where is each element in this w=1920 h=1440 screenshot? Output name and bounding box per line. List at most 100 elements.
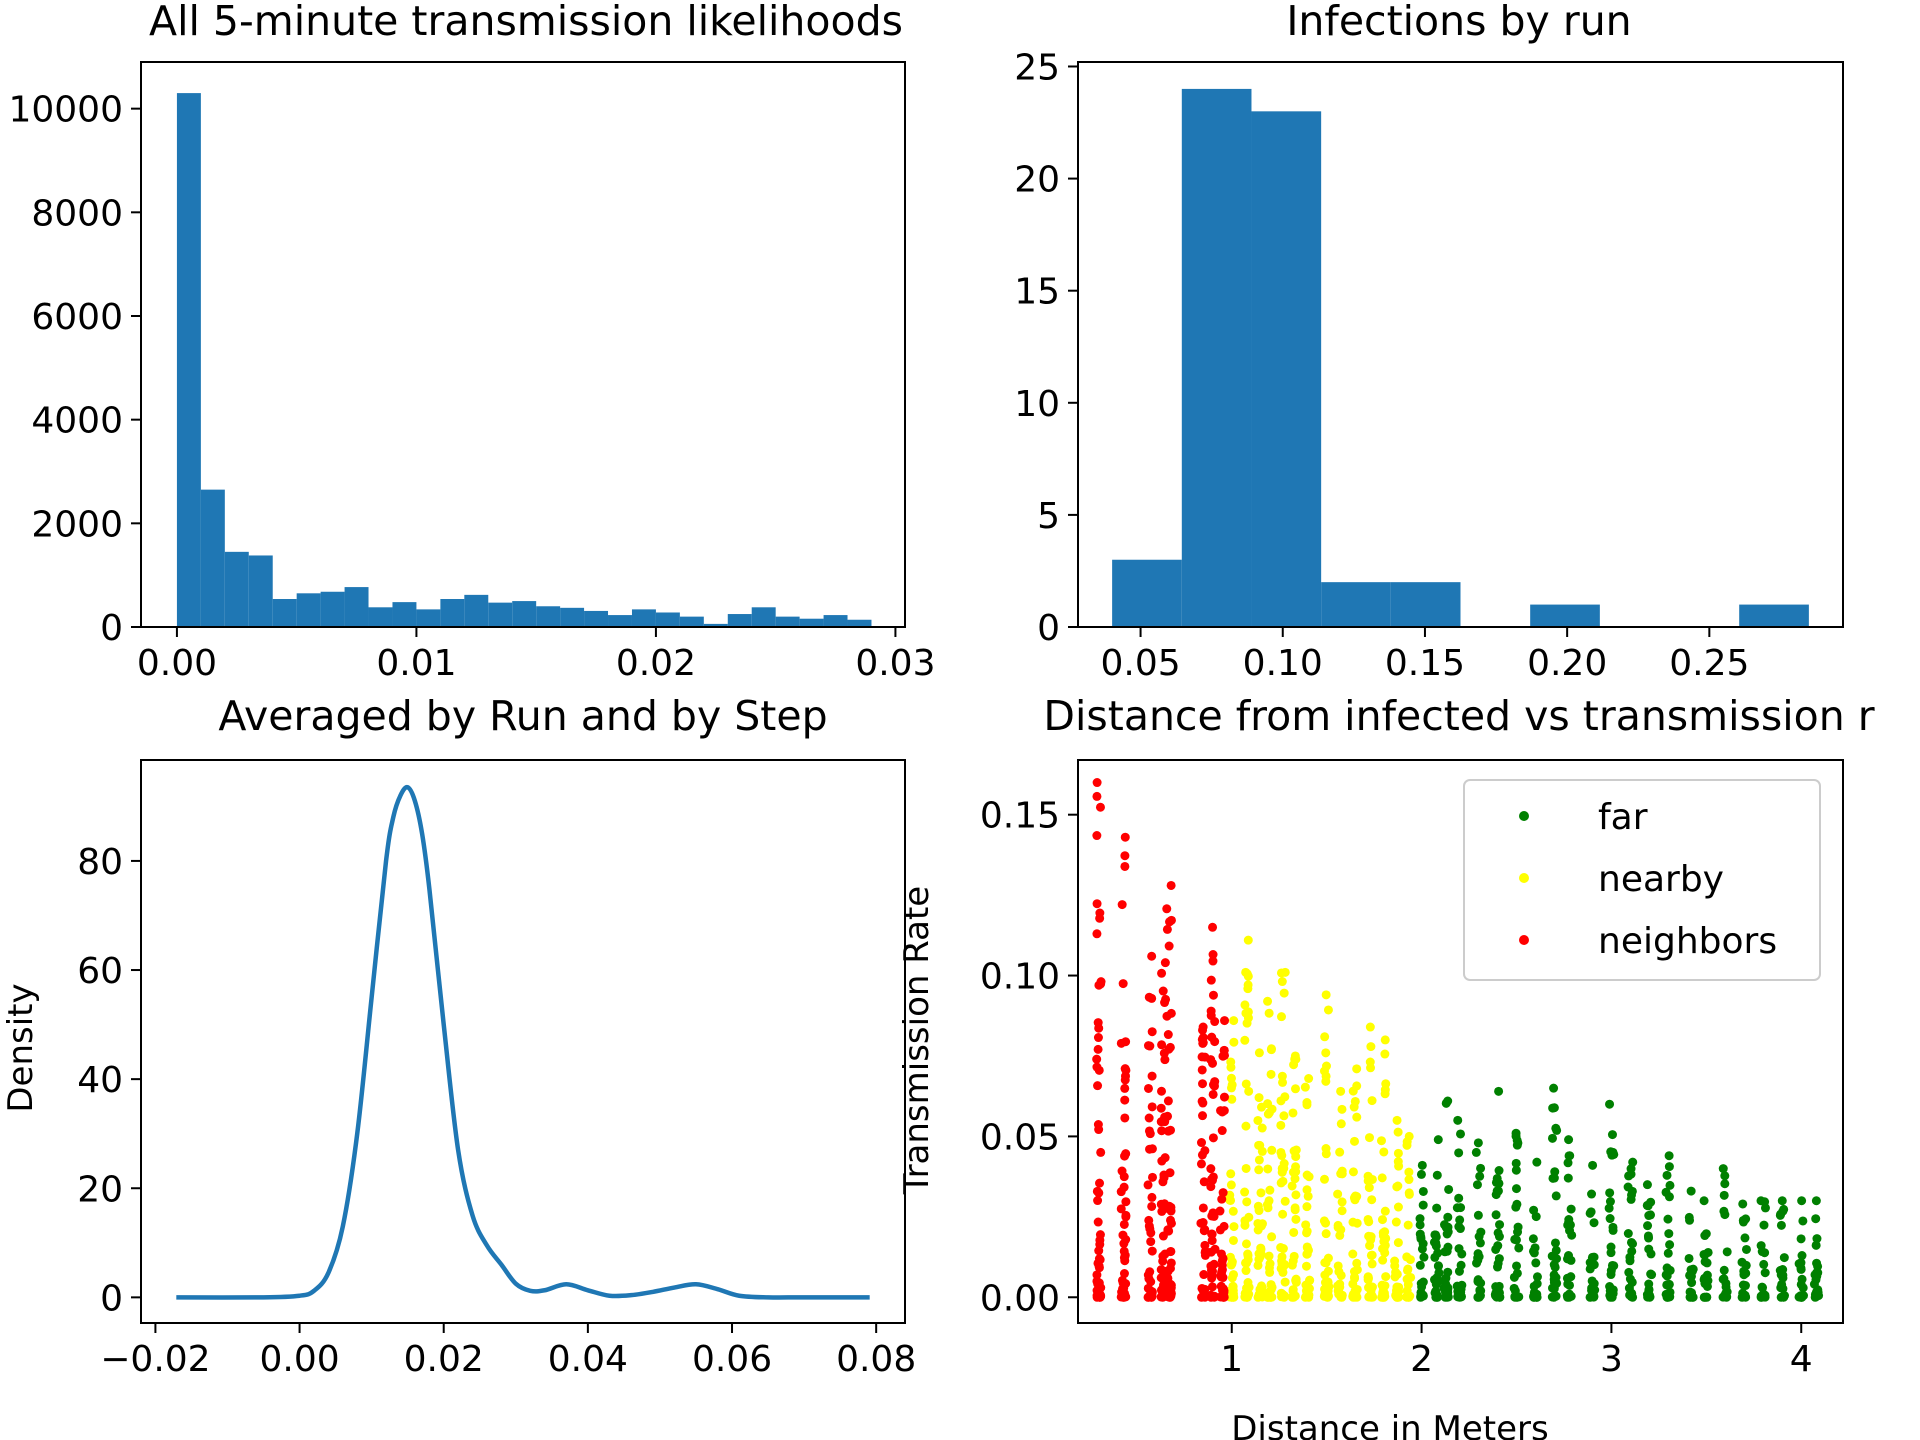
histogram-bar: [176, 93, 201, 628]
scatter-point-neighbors: [1218, 1051, 1228, 1061]
scatter-point-neighbors: [1095, 1178, 1105, 1188]
scatter-point-nearby: [1393, 1148, 1403, 1158]
scatter-point-neighbors: [1144, 992, 1154, 1002]
scatter-point-nearby: [1254, 1093, 1264, 1103]
scatter-point-nearby: [1263, 996, 1273, 1006]
scatter-point-nearby: [1302, 1170, 1312, 1180]
scatter-point-far: [1628, 1239, 1638, 1249]
histogram-bar: [248, 555, 273, 627]
scatter-point-far: [1473, 1277, 1483, 1287]
scatter-point-nearby: [1320, 1032, 1330, 1042]
scatter-point-far: [1778, 1273, 1788, 1283]
scatter-point-neighbors: [1092, 1186, 1102, 1196]
scatter-point-neighbors: [1118, 1230, 1128, 1240]
scatter-point-far: [1528, 1234, 1538, 1244]
scatter-point-far: [1443, 1212, 1453, 1222]
scatter-point-far: [1811, 1196, 1821, 1206]
scatter-point-neighbors: [1166, 1246, 1176, 1256]
scatter-point-nearby: [1336, 1119, 1346, 1129]
axes-frame: [140, 61, 906, 628]
scatter-point-nearby: [1336, 1086, 1346, 1096]
chart-density: Averaged by Run and by Step Density −0.0…: [1, 692, 916, 1380]
scatter-point-far: [1563, 1220, 1573, 1230]
scatter-point-nearby: [1242, 1197, 1252, 1207]
scatter-point-far: [1418, 1200, 1428, 1210]
scatter-point-nearby: [1241, 1121, 1251, 1131]
scatter-point-nearby: [1348, 1167, 1358, 1177]
scatter-point-nearby: [1302, 1202, 1312, 1212]
histogram-bar: [1530, 604, 1600, 627]
scatter-point-neighbors: [1145, 1267, 1155, 1277]
scatter-point-neighbors: [1121, 1071, 1131, 1081]
y-tick-label: 20: [77, 1169, 123, 1210]
scatter-point-nearby: [1288, 1108, 1298, 1118]
scatter-point-far: [1455, 1215, 1465, 1225]
scatter-point-far: [1530, 1243, 1540, 1253]
scatter-point-nearby: [1393, 1127, 1403, 1137]
scatter-point-neighbors: [1120, 851, 1130, 861]
scatter-point-nearby: [1379, 1147, 1389, 1157]
scatter-point-far: [1493, 1241, 1503, 1251]
scatter-point-nearby: [1301, 1261, 1311, 1271]
scatter-point-nearby: [1367, 1096, 1377, 1106]
scatter-point-far: [1663, 1214, 1673, 1224]
scatter-point-neighbors: [1207, 1282, 1217, 1292]
scatter-point-far: [1665, 1240, 1675, 1250]
scatter-point-far: [1566, 1255, 1576, 1265]
scatter-point-far: [1741, 1244, 1751, 1254]
scatter-point-far: [1511, 1202, 1521, 1212]
legend-label-far: far: [1598, 797, 1648, 838]
scatter-point-neighbors: [1147, 1192, 1157, 1202]
scatter-point-far: [1722, 1247, 1732, 1257]
scatter-point-far: [1493, 1259, 1503, 1269]
scatter-point-neighbors: [1166, 880, 1176, 890]
scatter-point-nearby: [1302, 1242, 1312, 1252]
scatter-point-nearby: [1336, 1291, 1346, 1301]
scatter-point-neighbors: [1093, 1258, 1103, 1268]
scatter-point-neighbors: [1166, 1008, 1176, 1018]
scatter-point-far: [1811, 1292, 1821, 1302]
scatter-point-nearby: [1349, 1136, 1359, 1146]
scatter-point-neighbors: [1120, 832, 1130, 842]
scatter-point-nearby: [1348, 1249, 1358, 1259]
axes-frame: [1077, 61, 1844, 628]
scatter-point-far: [1719, 1190, 1729, 1200]
scatter-point-far: [1798, 1216, 1808, 1226]
histogram-bar: [1112, 559, 1182, 627]
scatter-point-nearby: [1352, 1064, 1362, 1074]
scatter-point-neighbors: [1217, 1126, 1227, 1136]
scatter-point-nearby: [1240, 1000, 1250, 1010]
scatter-point-neighbors: [1147, 1071, 1157, 1081]
histogram-bar: [200, 489, 225, 627]
scatter-point-far: [1531, 1212, 1541, 1222]
scatter-point-far: [1626, 1288, 1636, 1298]
scatter-point-far: [1738, 1215, 1748, 1225]
scatter-point-neighbors: [1219, 1092, 1229, 1102]
scatter-point-neighbors: [1208, 1133, 1218, 1143]
scatter-point-neighbors: [1117, 900, 1127, 910]
scatter-point-nearby: [1291, 1054, 1301, 1064]
scatter-point-neighbors: [1198, 1203, 1208, 1213]
scatter-point-neighbors: [1146, 1237, 1156, 1247]
scatter-point-neighbors: [1094, 980, 1104, 990]
histogram-bar: [703, 623, 728, 627]
scatter-point-nearby: [1393, 1202, 1403, 1212]
scatter-point-nearby: [1376, 1136, 1386, 1146]
scatter-point-nearby: [1390, 1256, 1400, 1266]
scatter-point-far: [1797, 1274, 1807, 1284]
scatter-point-far: [1664, 1151, 1674, 1161]
scatter-point-far: [1475, 1238, 1485, 1248]
scatter-point-nearby: [1333, 1189, 1343, 1199]
scatter-point-neighbors: [1156, 1103, 1166, 1113]
scatter-point-neighbors: [1197, 1150, 1207, 1160]
scatter-point-neighbors: [1198, 1079, 1208, 1089]
scatter-point-far: [1493, 1228, 1503, 1238]
scatter-point-nearby: [1276, 1120, 1286, 1130]
scatter-point-far: [1605, 1099, 1615, 1109]
scatter-point-far: [1663, 1248, 1673, 1258]
scatter-point-nearby: [1291, 1214, 1301, 1224]
scatter-point-far: [1794, 1259, 1804, 1269]
scatter-point-neighbors: [1217, 1256, 1227, 1266]
scatter-point-far: [1511, 1165, 1521, 1175]
scatter-point-far: [1432, 1203, 1442, 1213]
